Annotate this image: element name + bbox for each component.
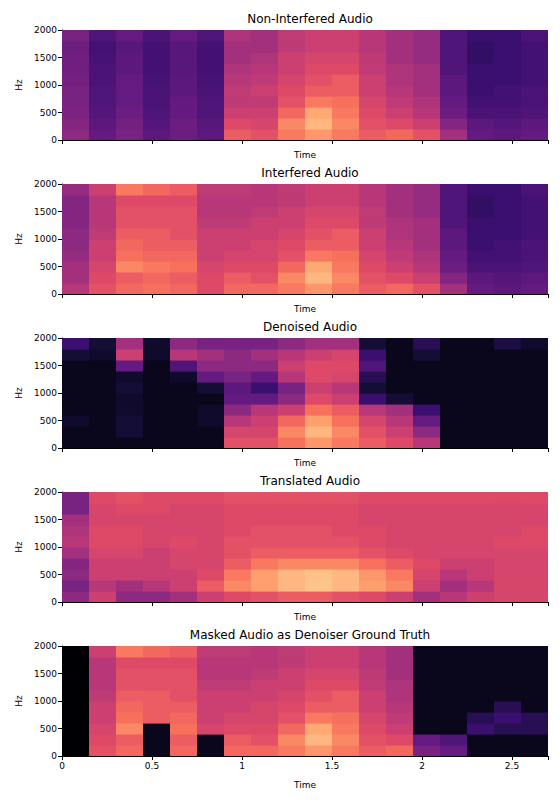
svg-text:2: 2 [419,761,425,771]
svg-text:Hz: Hz [14,233,24,245]
svg-text:Masked Audio as Denoiser Groun: Masked Audio as Denoiser Ground Truth [190,628,430,642]
svg-text:Non-Interfered Audio: Non-Interfered Audio [247,12,373,26]
svg-text:0: 0 [51,751,57,761]
svg-text:Time: Time [293,780,316,790]
svg-text:2000: 2000 [34,179,57,189]
svg-text:0: 0 [51,289,57,299]
svg-text:Interfered Audio: Interfered Audio [261,166,358,180]
svg-text:1500: 1500 [34,515,57,525]
svg-text:500: 500 [40,724,57,734]
svg-text:Hz: Hz [14,541,24,553]
svg-text:0: 0 [51,597,57,607]
svg-text:1000: 1000 [34,234,57,244]
svg-text:500: 500 [40,262,57,272]
svg-text:0: 0 [51,135,57,145]
svg-text:0: 0 [51,443,57,453]
svg-text:Translated Audio: Translated Audio [259,474,360,488]
svg-text:2.5: 2.5 [505,761,519,771]
svg-text:Time: Time [293,150,316,160]
svg-text:Time: Time [293,304,316,314]
svg-text:2000: 2000 [34,333,57,343]
svg-text:1500: 1500 [34,669,57,679]
svg-text:2000: 2000 [34,487,57,497]
svg-text:Hz: Hz [14,79,24,91]
svg-text:1: 1 [239,761,245,771]
svg-text:1000: 1000 [34,696,57,706]
svg-text:Hz: Hz [14,695,24,707]
svg-text:1000: 1000 [34,542,57,552]
svg-text:1.5: 1.5 [325,761,339,771]
svg-text:1500: 1500 [34,207,57,217]
svg-text:1500: 1500 [34,361,57,371]
svg-text:500: 500 [40,108,57,118]
svg-text:1000: 1000 [34,388,57,398]
svg-text:1500: 1500 [34,53,57,63]
svg-text:2000: 2000 [34,25,57,35]
svg-text:500: 500 [40,416,57,426]
svg-text:500: 500 [40,570,57,580]
svg-text:2000: 2000 [34,641,57,651]
svg-text:Hz: Hz [14,387,24,399]
svg-text:0: 0 [59,761,65,771]
svg-text:Denoised Audio: Denoised Audio [263,320,357,334]
svg-text:1000: 1000 [34,80,57,90]
svg-text:Time: Time [293,612,316,622]
svg-text:0.5: 0.5 [145,761,159,771]
svg-text:Time: Time [293,458,316,468]
